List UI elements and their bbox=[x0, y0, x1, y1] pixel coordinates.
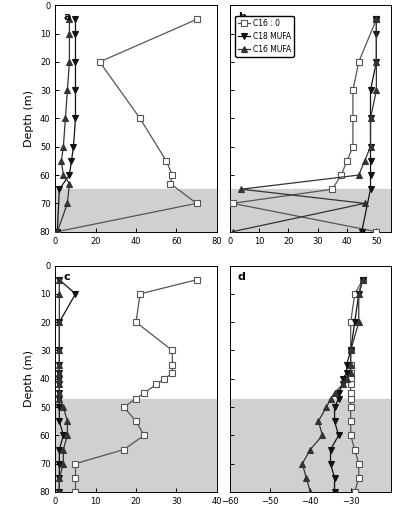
Text: c: c bbox=[63, 272, 70, 282]
Y-axis label: Depth (m): Depth (m) bbox=[24, 90, 34, 147]
Legend: C16 : 0, C18 MUFA, C16 MUFA: C16 : 0, C18 MUFA, C16 MUFA bbox=[235, 16, 294, 57]
Bar bbox=[229, 398, 391, 492]
Bar bbox=[229, 189, 391, 232]
Text: b: b bbox=[238, 12, 246, 22]
Bar bbox=[55, 189, 217, 232]
Y-axis label: Depth (m): Depth (m) bbox=[24, 350, 34, 407]
Bar bbox=[55, 398, 217, 492]
Text: d: d bbox=[238, 272, 246, 282]
Text: a: a bbox=[63, 12, 71, 22]
